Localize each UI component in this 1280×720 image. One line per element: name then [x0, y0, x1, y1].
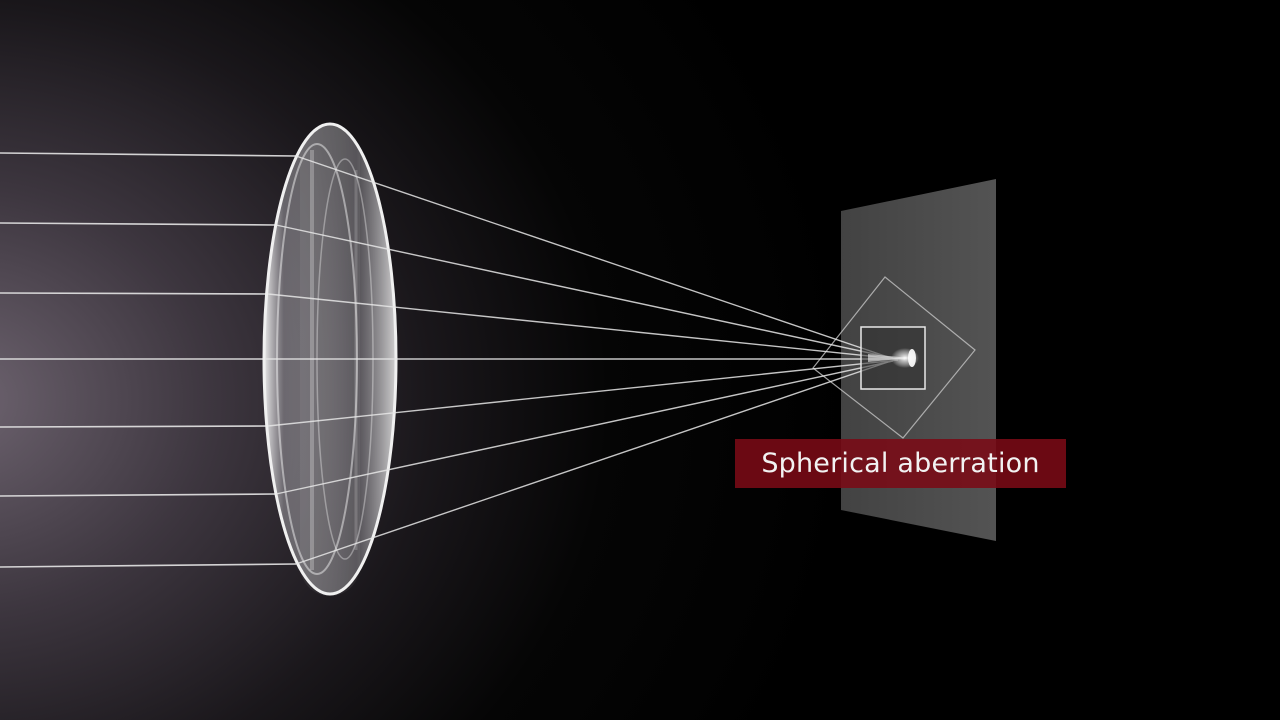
- incoming-ray: [0, 563, 297, 568]
- refracted-ray: [295, 155, 889, 358]
- caption-label: Spherical aberration: [735, 439, 1066, 488]
- incoming-ray: [0, 292, 269, 295]
- refracted-ray: [295, 361, 889, 565]
- incoming-ray: [0, 152, 297, 157]
- refracted-ray: [267, 293, 899, 360]
- refracted-rays: [265, 155, 905, 565]
- refracted-ray: [267, 359, 899, 427]
- incoming-ray: [0, 493, 277, 497]
- incoming-rays: [0, 152, 297, 568]
- focal-spot: [868, 348, 919, 368]
- incoming-ray: [0, 425, 269, 428]
- convex-lens: [262, 122, 398, 596]
- refracted-ray: [275, 360, 894, 495]
- refracted-ray: [275, 224, 894, 359]
- focus-diamond-frame: [812, 276, 976, 439]
- incoming-ray: [0, 222, 277, 226]
